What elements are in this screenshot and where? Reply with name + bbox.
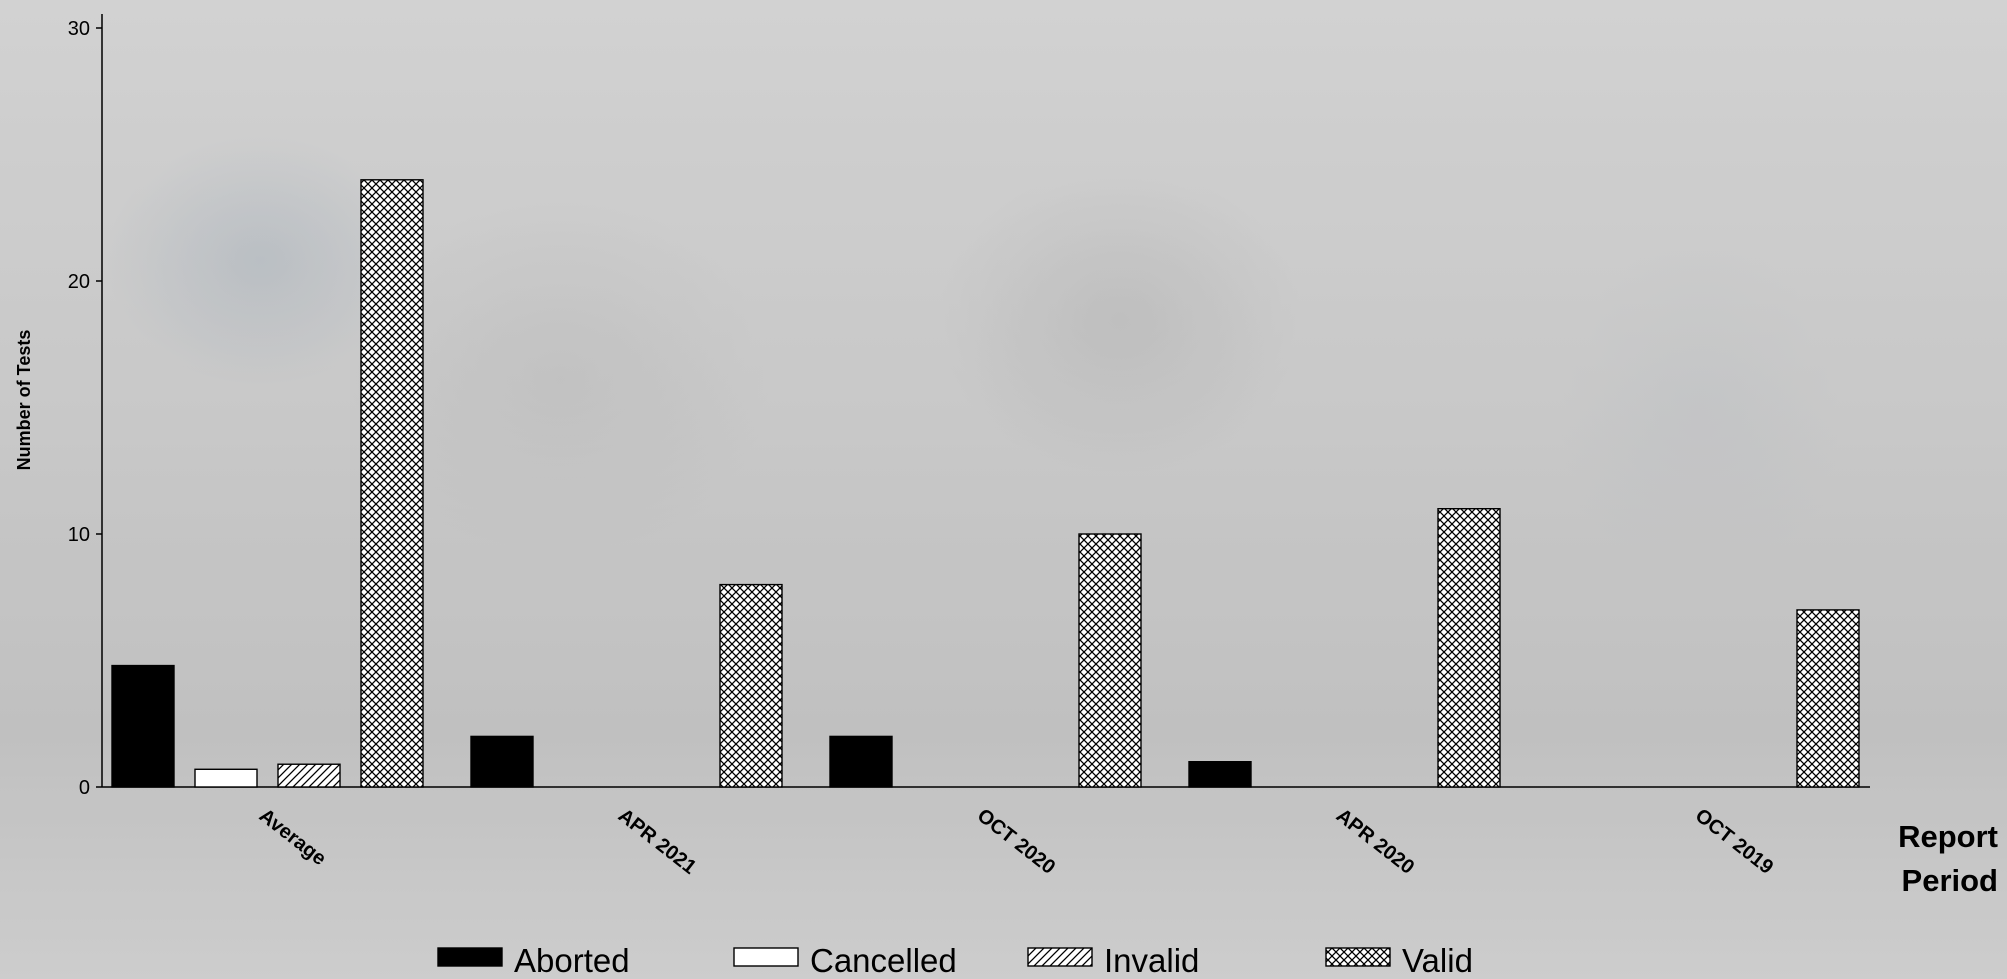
bar-aborted-apr-2021 — [470, 735, 534, 788]
x-tick-label: APR 2020 — [1332, 805, 1418, 879]
bar-aborted-apr-2020 — [1188, 761, 1252, 788]
bar-valid-apr-2020 — [1437, 508, 1501, 788]
x-axis-label-line2: Period — [1902, 863, 1998, 898]
bar-valid-oct-2019 — [1796, 609, 1860, 788]
bar-aborted-oct-2020 — [829, 735, 893, 788]
legend: Aborted Cancelled Invalid Valid — [437, 942, 1473, 979]
y-tick-label: 20 — [68, 271, 90, 293]
legend-label-cancelled: Cancelled — [810, 942, 957, 979]
y-tick-label: 30 — [68, 18, 90, 40]
bar-valid-oct-2020 — [1078, 533, 1142, 788]
x-tick-label: APR 2021 — [614, 805, 700, 879]
legend-swatch-invalid — [1027, 947, 1093, 967]
bars — [111, 179, 1860, 788]
y-axis-label: Number of Tests — [14, 330, 34, 471]
bar-valid-average — [360, 179, 424, 788]
legend-label-valid: Valid — [1402, 942, 1473, 979]
legend-swatch-valid — [1325, 947, 1391, 967]
legend-label-aborted: Aborted — [514, 942, 630, 979]
x-tick-labels: Average APR 2021 OCT 2020 APR 2020 OCT 2019 — [255, 805, 1777, 879]
x-axis-label-line1: Report — [1898, 819, 1998, 854]
bar-valid-apr-2021 — [719, 583, 783, 788]
legend-label-invalid: Invalid — [1104, 942, 1199, 979]
x-tick-label: Average — [255, 805, 330, 870]
y-tick-label: 10 — [68, 524, 90, 546]
legend-swatch-cancelled — [733, 947, 799, 967]
y-tick-label: 0 — [79, 777, 90, 799]
x-tick-label: OCT 2019 — [1691, 805, 1777, 879]
x-tick-label: OCT 2020 — [973, 805, 1059, 879]
bar-invalid-average — [277, 763, 341, 788]
bar-aborted-average — [111, 664, 175, 788]
y-tick-labels: 0 10 20 30 — [68, 18, 102, 799]
bar-cancelled-average — [194, 768, 258, 788]
legend-swatch-aborted — [437, 947, 503, 967]
